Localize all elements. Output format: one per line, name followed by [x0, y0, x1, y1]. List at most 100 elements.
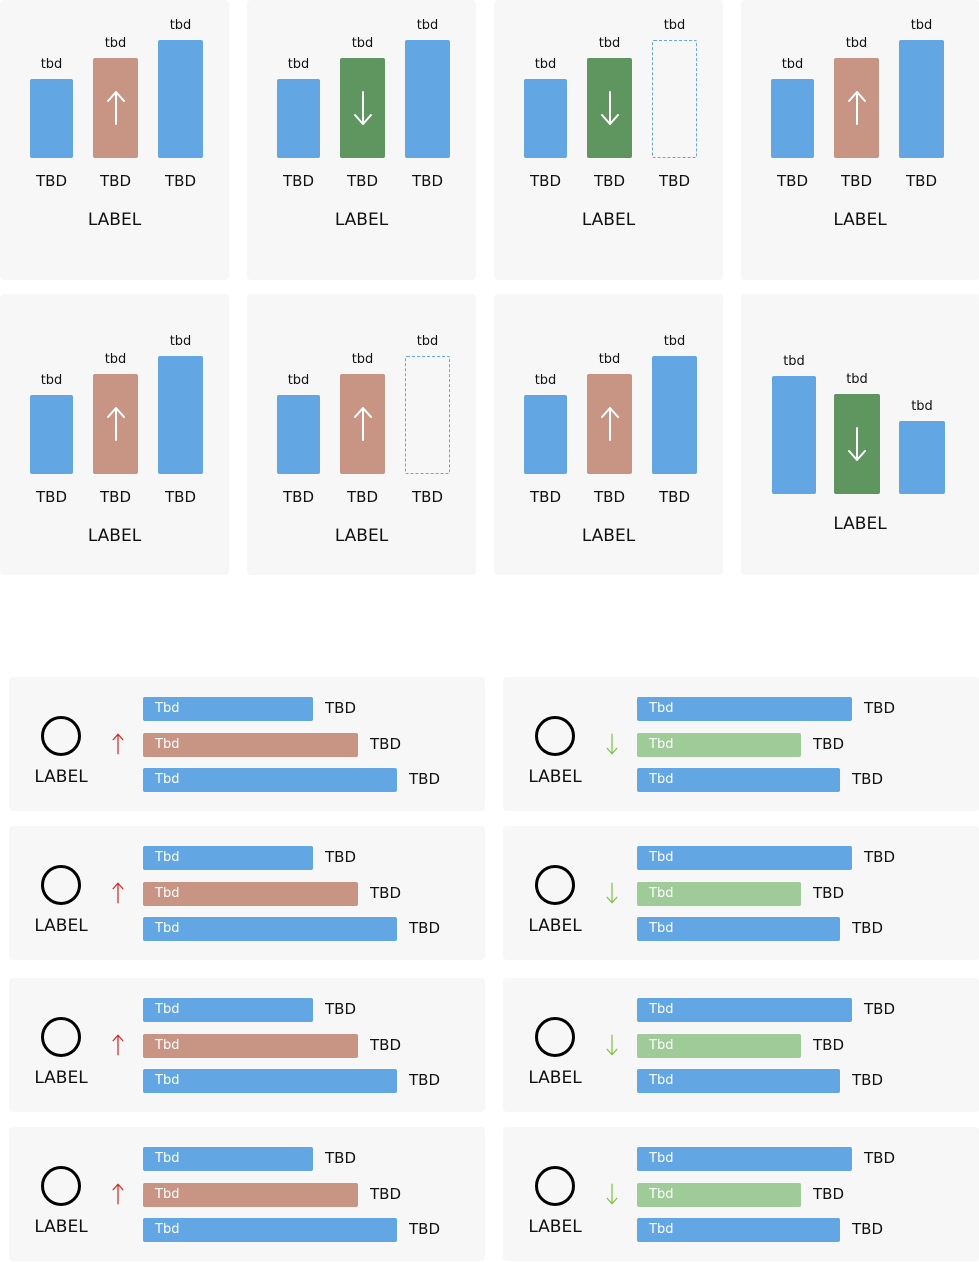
bar-value-label: tbd: [845, 36, 868, 51]
bar-category-label: TBD: [35, 488, 67, 506]
arrow-up-icon: [112, 733, 124, 755]
horizontal-bar: Tbd: [143, 917, 397, 941]
arrow-up-icon: [847, 91, 866, 125]
bar: [93, 58, 138, 158]
arrow-up-icon: [112, 882, 124, 904]
bar-value-label: tbd: [169, 334, 192, 349]
arrow-up-icon: [106, 407, 125, 441]
bar-value: TBD: [325, 699, 357, 717]
bar-value: TBD: [325, 1149, 357, 1167]
bar-category-label: TBD: [282, 172, 314, 190]
arrow-up-icon: [112, 1034, 124, 1056]
bar-value-label: tbd: [40, 57, 63, 72]
bar: [771, 79, 814, 158]
arrow-down-icon: [606, 1183, 618, 1205]
horizontal-bar: Tbd: [637, 768, 840, 792]
bar-value: TBD: [864, 848, 896, 866]
bar: [340, 374, 385, 474]
bar: [587, 58, 632, 158]
bar-card: tbd TBD tbd TBD tbd TBD LABEL: [494, 294, 723, 575]
bar-category-label: TBD: [411, 172, 443, 190]
comparison-card: LABEL Tbd TBD Tbd TBD Tbd TBD: [503, 677, 979, 811]
bar-value-label: tbd: [169, 18, 192, 33]
comparison-card: LABEL Tbd TBD Tbd TBD Tbd TBD: [9, 978, 485, 1112]
bar-category-label: TBD: [346, 172, 378, 190]
bar: [277, 395, 320, 474]
bar-value-label: tbd: [663, 334, 686, 349]
bar: [158, 40, 203, 158]
bar: [899, 421, 945, 494]
bar-value: TBD: [370, 884, 402, 902]
bar: [834, 58, 879, 158]
bar-value-label: tbd: [416, 18, 439, 33]
horizontal-bar: Tbd: [637, 1147, 852, 1171]
comparison-card: LABEL Tbd TBD Tbd TBD Tbd TBD: [503, 1127, 979, 1261]
arrow-up-icon: [112, 1183, 124, 1205]
card-label: LABEL: [87, 210, 142, 230]
arrow-down-icon: [600, 91, 619, 125]
bar-value: TBD: [370, 735, 402, 753]
circle-icon: [535, 1017, 575, 1057]
bar: [30, 79, 73, 158]
bar-value-label: tbd: [416, 334, 439, 349]
bar-category-label: TBD: [99, 172, 131, 190]
bar-value-label: tbd: [40, 373, 63, 388]
horizontal-bar: Tbd: [637, 733, 801, 757]
bar: [587, 374, 632, 474]
bar-value: TBD: [852, 770, 884, 788]
arrow-down-icon: [606, 1034, 618, 1056]
bar: [652, 356, 697, 474]
bar-value: TBD: [325, 1000, 357, 1018]
arrow-up-icon: [600, 407, 619, 441]
bar-value-label: tbd: [104, 36, 127, 51]
card-label: LABEL: [833, 514, 887, 534]
bar-value-label: tbd: [911, 399, 933, 414]
bar-category-label: TBD: [35, 172, 67, 190]
card-label: LABEL: [581, 210, 636, 230]
bar: [834, 394, 880, 494]
bar-value: TBD: [813, 1036, 845, 1054]
bar-value-label: tbd: [534, 373, 557, 388]
horizontal-bar: Tbd: [637, 1034, 801, 1058]
bar-category-label: TBD: [658, 172, 690, 190]
arrow-up-icon: [353, 407, 372, 441]
bar-value: TBD: [864, 699, 896, 717]
bar-value: TBD: [852, 1220, 884, 1238]
bar: [524, 395, 567, 474]
bar-category-label: TBD: [99, 488, 131, 506]
bar-category-label: TBD: [840, 172, 872, 190]
card-label: LABEL: [528, 1068, 582, 1088]
arrow-down-icon: [606, 882, 618, 904]
card-label: LABEL: [87, 526, 142, 546]
bar-value: TBD: [325, 848, 357, 866]
card-label: LABEL: [34, 916, 88, 936]
bar-card: tbd TBD tbd TBD tbd TBD LABEL: [0, 294, 229, 575]
bar-value: TBD: [852, 1071, 884, 1089]
bar-value: TBD: [370, 1185, 402, 1203]
circle-icon: [535, 1166, 575, 1206]
bar-value: TBD: [813, 884, 845, 902]
bar-value: TBD: [864, 1000, 896, 1018]
circle-icon: [41, 716, 81, 756]
bar-category-label: TBD: [905, 172, 937, 190]
card-label: LABEL: [833, 210, 887, 230]
horizontal-bar: Tbd: [637, 697, 852, 721]
bar: [405, 40, 450, 158]
bar-category-label: TBD: [529, 488, 561, 506]
bar: [899, 40, 944, 158]
placeholder-bar: [405, 356, 450, 474]
circle-icon: [41, 1166, 81, 1206]
bar-value-label: tbd: [663, 18, 686, 33]
horizontal-bar: Tbd: [637, 1218, 840, 1242]
comparison-card: LABEL Tbd TBD Tbd TBD Tbd TBD: [9, 677, 485, 811]
horizontal-bar: Tbd: [143, 733, 358, 757]
card-label: LABEL: [528, 1217, 582, 1237]
bar: [30, 395, 73, 474]
card-label: LABEL: [34, 1217, 88, 1237]
bar-card: tbd tbd tbd LABEL: [741, 294, 979, 575]
bar: [277, 79, 320, 158]
bar-value: TBD: [813, 735, 845, 753]
horizontal-bar: Tbd: [143, 998, 313, 1022]
circle-icon: [41, 865, 81, 905]
bar: [772, 376, 816, 494]
